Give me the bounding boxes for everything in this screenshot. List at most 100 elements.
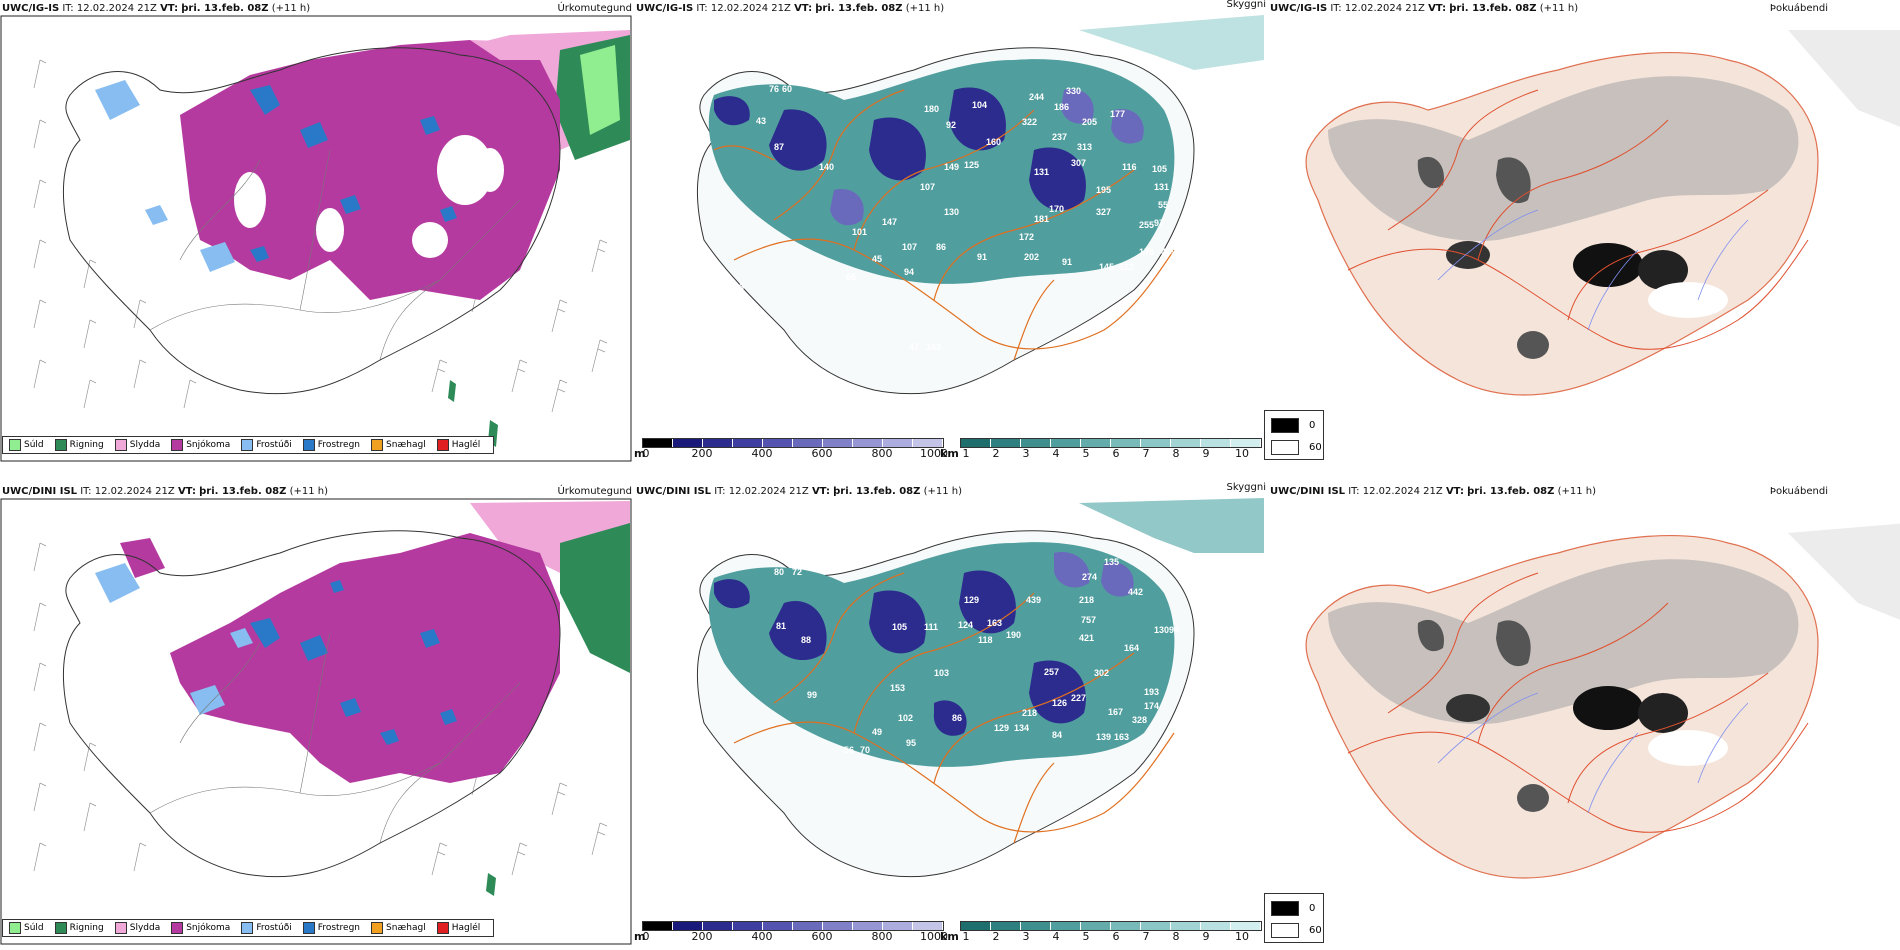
- road-network: [149, 632, 521, 844]
- visibility-color-bar: [960, 921, 1262, 931]
- legend-swatch: [1271, 418, 1299, 433]
- tick-label: 1000: [920, 930, 948, 943]
- visibility-value: 86: [952, 713, 962, 723]
- model-name: UWC/DINI ISL: [2, 486, 78, 497]
- legend-item: Snæhagl: [371, 922, 426, 934]
- visibility-value: 439: [1026, 595, 1041, 605]
- visibility-value: 116: [1122, 162, 1137, 172]
- visibility-value: 170: [1049, 204, 1064, 214]
- legend-swatch: [9, 439, 21, 451]
- visibility-value: 163: [926, 342, 941, 352]
- visibility-value: 145: [1099, 262, 1114, 272]
- legend-item: Frostúði: [241, 922, 292, 934]
- color-step: [1231, 439, 1261, 447]
- tick-label: 0: [642, 930, 650, 943]
- visibility-value: 134: [1014, 723, 1029, 733]
- tick-label: 2: [992, 447, 1000, 460]
- tick-label: 8: [1172, 447, 1180, 460]
- legend-swatch: [302, 439, 315, 451]
- panel-title: Úrkomutegund: [557, 3, 632, 14]
- visibility-value: 76: [769, 84, 779, 94]
- color-step: [853, 439, 883, 447]
- fog-panel-row1: UWC/IG-IS IT: 12.02.2024 21Z VT: þri. 13…: [1264, 0, 1900, 465]
- legend-swatch: [241, 922, 254, 934]
- tick-label: 600: [811, 930, 833, 943]
- color-step: [643, 922, 673, 930]
- tick-label: 7: [1142, 447, 1150, 460]
- legend-swatch: [371, 439, 384, 451]
- wind-barbs: [33, 59, 608, 413]
- tick-label: 1000: [920, 447, 948, 460]
- visibility-value: 160: [986, 137, 1001, 147]
- visibility-value: 181: [1034, 214, 1049, 224]
- fog-legend-item: 0: [1271, 418, 1315, 433]
- legend-item: Slydda: [114, 439, 160, 451]
- visibility-value: 129: [964, 595, 979, 605]
- color-step: [1021, 439, 1051, 447]
- tick-label: 4: [1052, 447, 1060, 460]
- color-step: [793, 439, 823, 447]
- legend-item: Frostúði: [241, 439, 292, 451]
- legend-item: Rigning: [54, 439, 104, 451]
- visibility-value: 92: [946, 120, 956, 130]
- panel-title: Skyggni: [1226, 0, 1266, 10]
- tick-label: 200: [691, 930, 713, 943]
- visibility-value: 103: [934, 668, 949, 678]
- visibility-value: 84: [1052, 730, 1062, 740]
- tick-label: 9: [1202, 930, 1210, 943]
- elevation-unit: m: [634, 447, 646, 460]
- panel-header: UWC/DINI ISL IT: 12.02.2024 21Z VT: þri.…: [636, 482, 1266, 497]
- legend-swatch: [302, 922, 315, 934]
- legend-item: Haglél: [436, 922, 480, 934]
- precipitation-type-map: [0, 15, 632, 462]
- precip-panel-row1: UWC/IG-IS IT: 12.02.2024 21Z VT: þri. 13…: [0, 0, 634, 465]
- visibility-value: 147: [882, 217, 897, 227]
- visibility-value-labels: 76 60 43 87 140 180 104 92 149 160 125 1…: [734, 84, 1176, 352]
- visibility-value: 49: [872, 727, 882, 737]
- panel-header: UWC/DINI ISL IT: 12.02.2024 21Z VT: þri.…: [2, 486, 632, 497]
- color-step: [733, 922, 763, 930]
- precip-panel-row2: UWC/DINI ISL IT: 12.02.2024 21Z VT: þri.…: [0, 483, 634, 948]
- color-step: [913, 922, 943, 930]
- color-step: [1051, 439, 1081, 447]
- visibility-value: 94: [904, 267, 914, 277]
- color-step: [961, 439, 991, 447]
- visibility-value: 118: [978, 635, 993, 645]
- color-step: [1171, 439, 1201, 447]
- legend-swatch: [1271, 440, 1299, 455]
- fog-panel-row2: UWC/DINI ISL IT: 12.02.2024 21Z VT: þri.…: [1264, 483, 1900, 948]
- color-step: [763, 439, 793, 447]
- visibility-value: 193: [1144, 687, 1159, 697]
- visibility-value: 126: [1052, 698, 1067, 708]
- legend-item: Slydda: [114, 922, 160, 934]
- visibility-value: 107: [902, 242, 917, 252]
- legend-item: Frostregn: [302, 439, 360, 451]
- visibility-value: 81: [776, 621, 786, 631]
- visibility-value: 91: [1062, 257, 1072, 267]
- visibility-value: 421: [1079, 633, 1094, 643]
- color-step: [823, 439, 853, 447]
- legend-item: Snjókoma: [171, 439, 230, 451]
- color-step: [853, 922, 883, 930]
- visibility-value: 307: [1071, 158, 1086, 168]
- model-name: UWC/IG-IS: [1270, 3, 1328, 14]
- visibility-color-bar: [960, 438, 1262, 448]
- road-network: [733, 572, 1175, 844]
- visibility-value: 218: [1022, 708, 1037, 718]
- tick-label: 800: [871, 447, 893, 460]
- visibility-value: 101: [852, 227, 867, 237]
- visibility-value: 479: [1161, 247, 1176, 257]
- visibility-map: 80 72 81 88 99 105 111 124 129 163 118 1…: [697, 498, 1264, 878]
- elevation-color-bar: [642, 438, 944, 448]
- road-network: [1347, 89, 1809, 350]
- legend-item: Súld: [9, 922, 44, 934]
- visibility-value: 94: [1169, 625, 1179, 635]
- visibility-value: 322: [1022, 117, 1037, 127]
- visibility-value: 97: [1154, 218, 1164, 228]
- tick-label: 800: [871, 930, 893, 943]
- tick-label: 5: [1082, 930, 1090, 943]
- visibility-value: 202: [1024, 252, 1039, 262]
- color-step: [991, 922, 1021, 930]
- visibility-value: 237: [1052, 132, 1067, 142]
- color-step: [1201, 439, 1231, 447]
